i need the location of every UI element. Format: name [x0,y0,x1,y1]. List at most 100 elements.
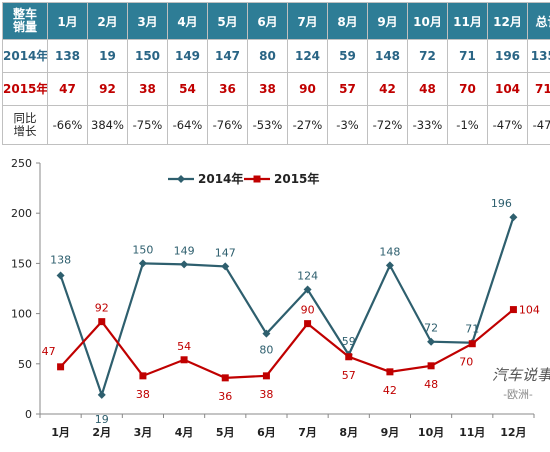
x-tick-label: 12月 [500,426,526,439]
data-label: 54 [177,340,191,353]
y-tick-label: 250 [11,157,32,170]
header-label-line1: 整车 [12,7,37,21]
table-cell: 150 [127,39,168,73]
data-label: 150 [132,243,153,256]
table-cell: 138 [47,39,88,73]
data-label: 38 [259,388,273,401]
table-cell: 42 [367,72,408,106]
table-cell: -72% [367,105,408,145]
data-point [262,372,270,380]
y-tick-label: 50 [18,358,32,371]
series-line [59,308,515,379]
x-tick-label: 2月 [92,426,111,439]
data-point [97,390,106,399]
month-header: 7月 [287,2,328,40]
table-cell: 196 [487,39,528,73]
table-cell: 48 [407,72,448,106]
data-label: 80 [259,344,273,357]
table-cell: 54 [167,72,208,106]
header-label: 整车 销量 [2,2,48,40]
row-label: 2015年 [2,72,48,106]
growth-label-line2: 增长 [13,124,37,138]
data-point [468,340,476,348]
table-cell: 38 [247,72,288,106]
month-header: 10月 [407,2,448,40]
x-tick-label: 4月 [175,426,194,439]
month-header: 5月 [207,2,248,40]
legend-label: 2015年 [274,171,319,186]
legend-marker [253,175,261,183]
growth-label-line1: 同比 [13,111,37,125]
month-header: 8月 [327,2,368,40]
table-cell: 149 [167,39,208,73]
data-label: 48 [424,378,438,391]
table-total-cell: 716 [527,72,550,106]
data-label: 36 [218,390,232,403]
data-point [98,318,106,326]
table-cell: -33% [407,105,448,145]
data-point [304,320,312,328]
month-header: 3月 [127,2,168,40]
table-cell: 90 [287,72,328,106]
month-header: 4月 [167,2,208,40]
table-cell: -47% [487,105,528,145]
table-cell: 47 [47,72,88,106]
legend-label: 2014年 [198,171,243,186]
table-cell: 92 [87,72,128,106]
data-label: 59 [342,335,356,348]
header-label-line2: 销量 [12,20,37,34]
x-tick-label: 11月 [459,426,485,439]
data-label: 147 [215,246,236,259]
table-row-growth: 同比 增长 -66% 384% -75% -64% -76% -53% -27%… [2,105,550,145]
data-point [386,368,394,376]
table-cell: -64% [167,105,208,145]
month-header: 1月 [47,2,88,40]
data-label: 42 [383,384,397,397]
data-label: 57 [342,369,356,382]
watermark-sub: -欧洲- [503,388,533,401]
month-header: 2月 [87,2,128,40]
data-point [221,262,230,271]
table-total-cell: -47% [527,105,550,145]
data-label: 138 [50,253,71,266]
data-label: 104 [519,304,540,317]
table-cell: -3% [327,105,368,145]
data-label: 90 [301,304,315,317]
table-cell: 384% [87,105,128,145]
data-label: 149 [174,244,195,257]
table-cell: -66% [47,105,88,145]
data-point [303,285,312,294]
data-point [180,356,188,364]
y-tick-label: 150 [11,257,32,270]
y-tick-label: 0 [25,408,32,421]
table-cell: 59 [327,39,368,73]
table-cell: 80 [247,39,288,73]
month-header: 11月 [447,2,488,40]
table-row-2015: 2015年 47 92 38 54 36 38 90 57 42 48 70 1… [2,72,550,106]
total-header: 总计 [527,2,550,40]
data-point [139,372,147,380]
data-point [345,353,353,361]
x-tick-label: 9月 [381,426,400,439]
data-point [138,259,147,268]
table-cell: 38 [127,72,168,106]
data-point [180,260,189,269]
data-point [56,271,65,280]
x-tick-label: 5月 [216,426,235,439]
data-label: 70 [459,356,473,369]
table-cell: -53% [247,105,288,145]
data-label: 92 [95,302,109,315]
data-point [385,261,394,270]
table-cell: 71 [447,39,488,73]
table-cell: -1% [447,105,488,145]
x-tick-label: 1月 [51,426,70,439]
table-cell: 36 [207,72,248,106]
growth-label: 同比 增长 [2,105,48,145]
table-cell: -27% [287,105,328,145]
y-tick-label: 200 [11,207,32,220]
data-label: 72 [424,322,438,335]
table-cell: 19 [87,39,128,73]
month-header: 6月 [247,2,288,40]
table-cell: -76% [207,105,248,145]
